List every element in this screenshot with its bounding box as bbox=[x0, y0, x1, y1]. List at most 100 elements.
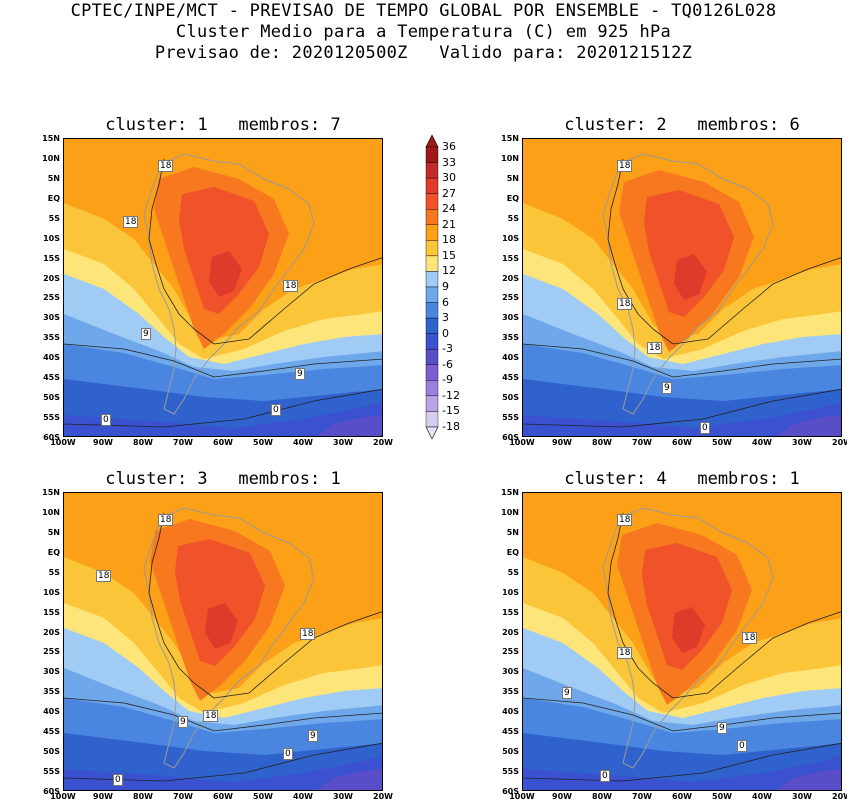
lat-tick-label: 50S bbox=[43, 747, 60, 757]
lon-tick-label: 20W bbox=[832, 792, 847, 801]
contour-value-label: 9 bbox=[717, 722, 727, 734]
colorbar-level-label: -6 bbox=[442, 357, 453, 371]
lat-tick-label: 5S bbox=[507, 567, 519, 577]
lat-tick-label: 10S bbox=[43, 233, 60, 243]
header-line-3: Previsao de: 2020120500Z Valido para: 20… bbox=[154, 43, 693, 63]
coastline bbox=[143, 153, 315, 415]
temperature-band bbox=[642, 543, 732, 670]
lat-tick-label: 10S bbox=[502, 587, 519, 597]
contour-value-label: 18 bbox=[742, 632, 758, 644]
contour-value-label: 18 bbox=[647, 342, 663, 354]
lat-tick-label: 15N bbox=[42, 134, 60, 143]
colorbar-bottom-arrow bbox=[425, 426, 439, 440]
contour-value-label: 18 bbox=[300, 628, 316, 640]
colorbar-swatch bbox=[425, 349, 439, 365]
colorbar-swatch bbox=[425, 317, 439, 334]
lon-tick-label: 60W bbox=[213, 792, 233, 801]
isotherm-line bbox=[523, 388, 841, 428]
contour-value-label: 0 bbox=[283, 748, 293, 760]
lat-tick-label: 25S bbox=[43, 647, 60, 657]
lat-tick-label: 25S bbox=[502, 293, 519, 303]
contour-value-label: 9 bbox=[295, 368, 305, 380]
lat-tick-label: 15S bbox=[43, 607, 60, 617]
lon-tick-label: 60W bbox=[672, 438, 692, 447]
map-panel-3 bbox=[63, 492, 383, 791]
contour-value-label: 0 bbox=[113, 774, 123, 786]
temperature-band bbox=[644, 190, 734, 317]
lat-tick-label: 45S bbox=[43, 373, 60, 383]
lat-tick-label: EQ bbox=[506, 547, 519, 557]
colorbar-level-label: 30 bbox=[442, 171, 456, 185]
contour-value-label: 9 bbox=[662, 382, 672, 394]
lat-tick-label: 5N bbox=[506, 173, 519, 183]
lon-tick-label: 100W bbox=[509, 792, 535, 801]
lat-tick-label: 40S bbox=[502, 353, 519, 363]
contour-value-label: 18 bbox=[617, 647, 633, 659]
lon-tick-label: 20W bbox=[373, 438, 393, 447]
isotherm-line bbox=[607, 158, 674, 345]
temperature-band bbox=[64, 755, 382, 790]
colorbar-level-label: 18 bbox=[442, 233, 456, 247]
lon-tick-label: 30W bbox=[792, 438, 812, 447]
lat-tick-label: 45S bbox=[502, 727, 519, 737]
lat-tick-label: 35S bbox=[43, 687, 60, 697]
isotherm-line bbox=[148, 158, 215, 345]
map-panel-2 bbox=[522, 138, 842, 437]
colorbar-top-arrow bbox=[425, 134, 439, 148]
colorbar-level-label: -9 bbox=[442, 373, 453, 387]
temperature-band bbox=[672, 607, 705, 653]
lat-tick-label: 45S bbox=[502, 373, 519, 383]
colorbar-level-label: 27 bbox=[442, 186, 456, 200]
lat-tick-label: 55S bbox=[502, 413, 519, 423]
temperature-band bbox=[179, 187, 269, 314]
coastline bbox=[602, 507, 774, 769]
coastline bbox=[602, 153, 774, 415]
lat-tick-label: 5S bbox=[507, 213, 519, 223]
contour-value-label: 0 bbox=[700, 422, 710, 434]
lat-tick-label: 55S bbox=[502, 767, 519, 777]
lat-tick-label: 20S bbox=[502, 273, 519, 283]
isotherm-line bbox=[64, 343, 382, 378]
lon-tick-label: 20W bbox=[832, 438, 847, 447]
lat-tick-label: 20S bbox=[502, 627, 519, 637]
contour-value-label: 0 bbox=[271, 404, 281, 416]
colorbar-swatch bbox=[425, 411, 439, 428]
colorbar-swatch bbox=[425, 302, 439, 319]
lat-tick-label: EQ bbox=[47, 193, 60, 203]
colorbar-swatch bbox=[425, 271, 439, 288]
colorbar-swatch bbox=[425, 395, 439, 412]
colorbar-level-label: 21 bbox=[442, 217, 456, 231]
lat-tick-label: 40S bbox=[502, 707, 519, 717]
contour-value-label: 0 bbox=[600, 770, 610, 782]
isotherm-line bbox=[64, 742, 382, 782]
contour-value-label: 18 bbox=[617, 298, 633, 310]
lon-tick-label: 30W bbox=[792, 792, 812, 801]
lat-tick-label: 35S bbox=[502, 687, 519, 697]
lat-tick-label: 30S bbox=[43, 667, 60, 677]
colorbar-swatch bbox=[425, 209, 439, 225]
isotherm-line bbox=[523, 697, 841, 732]
lon-tick-label: 80W bbox=[592, 792, 612, 801]
lon-tick-label: 70W bbox=[632, 438, 652, 447]
lat-tick-label: 10S bbox=[43, 587, 60, 597]
temperature-band bbox=[175, 539, 265, 666]
isotherm-line bbox=[672, 257, 841, 345]
lon-tick-label: 70W bbox=[173, 792, 193, 801]
lat-tick-label: 25S bbox=[502, 647, 519, 657]
colorbar-swatch bbox=[425, 193, 439, 210]
lat-tick-label: 60S bbox=[502, 433, 519, 442]
lat-tick-label: 50S bbox=[502, 393, 519, 403]
lat-tick-label: EQ bbox=[47, 547, 60, 557]
contour-value-label: 18 bbox=[617, 160, 633, 172]
lat-tick-label: 15S bbox=[502, 253, 519, 263]
lon-tick-label: 90W bbox=[552, 792, 572, 801]
lat-tick-label: 15S bbox=[43, 253, 60, 263]
temperature-band bbox=[316, 769, 382, 790]
lat-tick-label: 40S bbox=[43, 353, 60, 363]
contour-value-label: 9 bbox=[141, 328, 151, 340]
colorbar-swatch bbox=[425, 224, 439, 241]
colorbar-level-label: 15 bbox=[442, 248, 456, 262]
map-panel-1 bbox=[63, 138, 383, 437]
lon-tick-label: 100W bbox=[50, 792, 76, 801]
lat-tick-label: 20S bbox=[43, 627, 60, 637]
